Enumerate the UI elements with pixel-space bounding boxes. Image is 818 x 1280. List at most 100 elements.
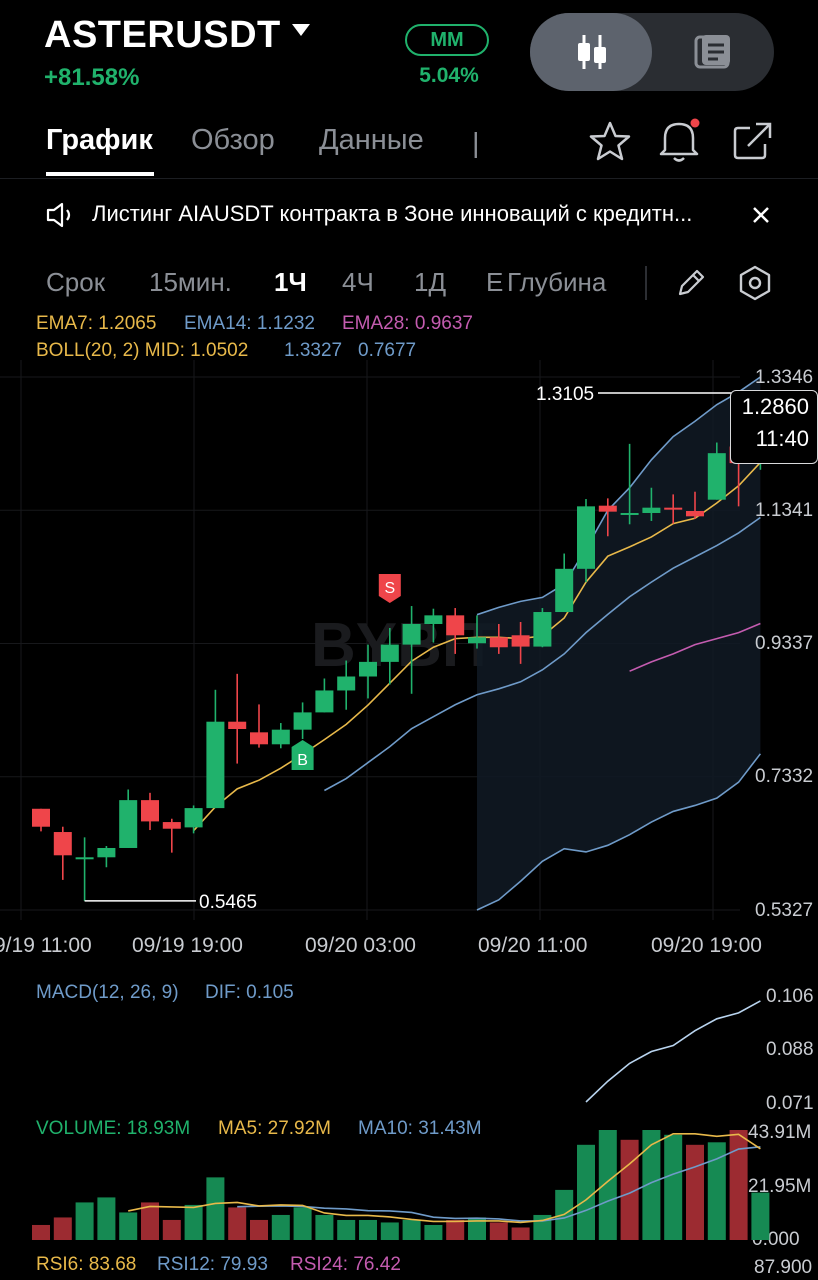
volume-bar bbox=[250, 1219, 268, 1240]
tab-overview[interactable]: Обзор bbox=[191, 124, 275, 156]
symbol-title[interactable]: ASTERUSDT bbox=[44, 14, 281, 56]
candle-body bbox=[707, 453, 726, 500]
price-axis-label: 0.7332 bbox=[755, 766, 814, 787]
volume-ma5-line bbox=[128, 1132, 761, 1224]
candle-body bbox=[686, 510, 704, 517]
candle-body bbox=[511, 635, 530, 647]
share-icon[interactable] bbox=[730, 120, 774, 162]
candle-body bbox=[555, 568, 574, 613]
tf-divider bbox=[645, 266, 647, 300]
indicator-lines bbox=[193, 376, 762, 911]
buy-marker bbox=[291, 740, 314, 770]
rsi6-label: RSI6: 83.68 bbox=[36, 1254, 137, 1275]
time-axis-label: 09/19 19:00 bbox=[132, 934, 243, 957]
pencil-icon[interactable] bbox=[674, 266, 708, 300]
close-icon[interactable] bbox=[750, 204, 772, 226]
low-price-label: 0.5465 bbox=[199, 892, 257, 913]
info-view-button[interactable] bbox=[652, 13, 774, 91]
bollinger-band-fill bbox=[477, 377, 761, 910]
candle-body bbox=[97, 847, 116, 858]
macd-dif-label: DIF: 0.105 bbox=[205, 982, 294, 1003]
buy-marker-label: B bbox=[297, 752, 308, 769]
tf-depth[interactable]: Глубина bbox=[507, 267, 607, 297]
price-axis-label: 0.5327 bbox=[755, 900, 814, 921]
candle-body bbox=[119, 800, 138, 848]
macd-chart[interactable] bbox=[0, 980, 818, 1110]
time-axis-label: 09/20 19:00 bbox=[651, 934, 762, 957]
candle-body bbox=[162, 822, 181, 829]
settings-icon[interactable] bbox=[736, 264, 774, 302]
macd-axis-label: 0.106 bbox=[766, 986, 814, 1007]
tf-1d[interactable]: 1Д bbox=[414, 267, 447, 297]
time-axis-label: 9/19 11:00 bbox=[0, 934, 92, 957]
sell-marker bbox=[378, 574, 401, 603]
volume-bar bbox=[511, 1227, 530, 1240]
candle-body bbox=[184, 808, 203, 828]
tab-data[interactable]: Данные bbox=[319, 124, 424, 156]
candle-body bbox=[598, 505, 617, 512]
candles-icon bbox=[578, 35, 606, 69]
boll-upper-line bbox=[476, 376, 761, 616]
last-price-box: 1.2860 11:40 bbox=[730, 390, 818, 464]
macd-axis-label: 0.071 bbox=[766, 1093, 814, 1114]
volume-bar bbox=[729, 1130, 748, 1240]
candle-body bbox=[75, 857, 94, 860]
price-axis-label: 1.3346 bbox=[755, 367, 814, 388]
candle-body bbox=[489, 637, 508, 648]
star-icon[interactable] bbox=[588, 120, 632, 162]
tf-1h[interactable]: 1Ч bbox=[274, 267, 307, 297]
volume-ma10-label: MA10: 31.43M bbox=[358, 1118, 482, 1139]
candle-body bbox=[577, 506, 595, 569]
speaker-icon bbox=[46, 202, 71, 228]
high-price-label: 1.3105 bbox=[536, 384, 594, 405]
candle-body bbox=[250, 732, 268, 745]
volume-bar bbox=[32, 1224, 50, 1240]
volume-bar bbox=[141, 1202, 159, 1240]
tab-more-clipped[interactable]: | bbox=[472, 128, 480, 158]
candle-body bbox=[32, 808, 50, 827]
notice-text[interactable]: Листинг AIAUSDT контракта в Зоне инновац… bbox=[92, 201, 693, 226]
boll-label: BOLL(20, 2) MID: 1.0502 bbox=[36, 340, 249, 361]
boll-upper-label: 1.3327 bbox=[284, 340, 343, 361]
volume-ma5-label: MA5: 27.92M bbox=[218, 1118, 331, 1139]
volume-bar bbox=[162, 1219, 181, 1240]
volume-bar bbox=[293, 1207, 312, 1240]
macd-axis-label: 0.088 bbox=[766, 1039, 814, 1060]
volume-label: VOLUME: 18.93M bbox=[36, 1118, 191, 1139]
candle-view-button[interactable] bbox=[530, 13, 652, 91]
candle-body bbox=[446, 615, 465, 636]
ema28-label: EMA28: 0.9637 bbox=[342, 313, 473, 334]
candle-body bbox=[337, 676, 356, 691]
candle-body bbox=[315, 690, 334, 713]
ema14-line bbox=[324, 516, 761, 792]
rsi-axis-label: 87.900 bbox=[754, 1257, 813, 1278]
volume-bar bbox=[53, 1217, 72, 1240]
price-axis-label: 0.9337 bbox=[755, 633, 814, 654]
chart-overlays: 1.3105 0.5465 S B bbox=[84, 384, 771, 913]
volume-bar bbox=[664, 1134, 683, 1240]
volume-chart[interactable] bbox=[0, 1110, 818, 1245]
tf-4h[interactable]: 4Ч bbox=[342, 267, 374, 297]
tab-chart[interactable]: График bbox=[46, 124, 153, 156]
tf-period[interactable]: Срок bbox=[46, 267, 106, 297]
tf-depth-clipped[interactable]: Е bbox=[486, 267, 504, 297]
tf-15m[interactable]: 15мин. bbox=[149, 267, 232, 297]
candle-body bbox=[402, 623, 421, 645]
volume-bar bbox=[424, 1224, 443, 1240]
ema7-label: EMA7: 1.2065 bbox=[36, 313, 157, 334]
volume-bar bbox=[97, 1197, 116, 1240]
volume-bar bbox=[468, 1217, 486, 1240]
volume-bar bbox=[315, 1214, 334, 1240]
mm-badge[interactable]: MM bbox=[405, 24, 489, 56]
volume-bar bbox=[119, 1212, 138, 1240]
candle-body bbox=[468, 637, 486, 644]
bell-icon[interactable] bbox=[656, 116, 702, 164]
time-axis-label: 09/20 03:00 bbox=[305, 934, 416, 957]
symbol-dropdown-icon[interactable] bbox=[292, 24, 310, 36]
volume-bar bbox=[446, 1219, 465, 1240]
ema28-line bbox=[629, 622, 761, 672]
volume-bar bbox=[620, 1139, 639, 1240]
volume-ma10-line bbox=[237, 1146, 761, 1222]
candle-body bbox=[642, 507, 661, 513]
